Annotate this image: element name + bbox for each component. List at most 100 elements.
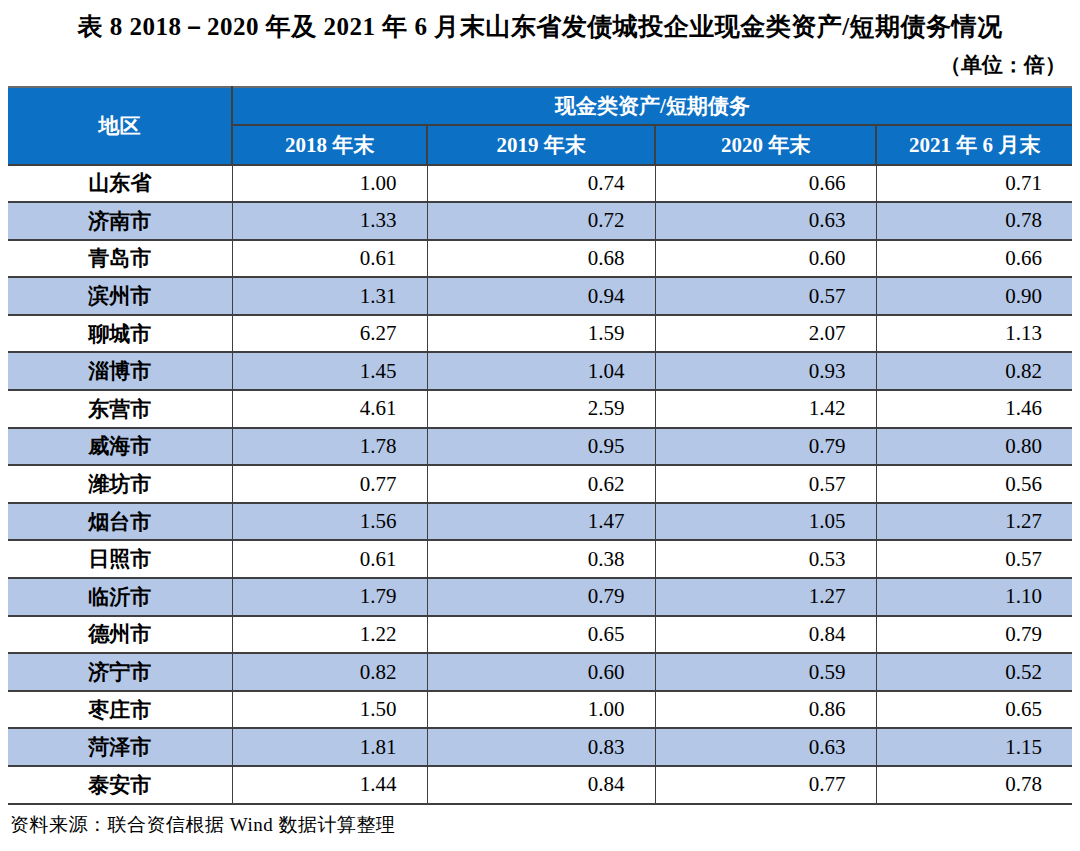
region-cell: 威海市 [8,428,232,466]
value-cell: 1.00 [232,165,427,203]
table-row: 日照市0.610.380.530.57 [8,540,1072,578]
value-cell: 0.86 [655,691,876,729]
value-cell: 1.56 [232,503,427,541]
value-cell: 0.93 [655,352,876,390]
value-cell: 0.77 [232,465,427,503]
value-cell: 1.45 [232,352,427,390]
value-cell: 0.72 [427,202,655,240]
value-cell: 0.52 [876,653,1072,691]
region-cell: 菏泽市 [8,728,232,766]
source-note: 资料来源：联合资信根据 Wind 数据计算整理 [10,812,1080,838]
table-row: 聊城市6.271.592.071.13 [8,315,1072,353]
value-cell: 1.47 [427,503,655,541]
value-cell: 0.84 [655,616,876,654]
table-row: 青岛市0.610.680.600.66 [8,240,1072,278]
value-cell: 0.90 [876,277,1072,315]
value-cell: 0.66 [876,240,1072,278]
table-row: 济宁市0.820.600.590.52 [8,653,1072,691]
value-cell: 0.38 [427,540,655,578]
region-cell: 山东省 [8,165,232,203]
value-cell: 1.27 [876,503,1072,541]
column-header-region: 地区 [8,87,232,165]
value-cell: 0.56 [876,465,1072,503]
value-cell: 0.57 [655,465,876,503]
region-cell: 淄博市 [8,352,232,390]
value-cell: 0.59 [655,653,876,691]
table-row: 临沂市1.790.791.271.10 [8,578,1072,616]
table-title: 表 8 2018－2020 年及 2021 年 6 月末山东省发债城投企业现金类… [0,0,1080,44]
region-cell: 聊城市 [8,315,232,353]
table-row: 威海市1.780.950.790.80 [8,428,1072,466]
value-cell: 6.27 [232,315,427,353]
value-cell: 1.31 [232,277,427,315]
value-cell: 0.79 [876,616,1072,654]
column-header-2019: 2019 年末 [427,125,655,165]
value-cell: 0.94 [427,277,655,315]
region-cell: 滨州市 [8,277,232,315]
value-cell: 1.44 [232,766,427,804]
column-group-header: 现金类资产/短期债务 [232,87,1072,125]
value-cell: 1.27 [655,578,876,616]
value-cell: 0.80 [876,428,1072,466]
value-cell: 1.22 [232,616,427,654]
value-cell: 1.04 [427,352,655,390]
value-cell: 1.00 [427,691,655,729]
value-cell: 0.62 [427,465,655,503]
region-cell: 德州市 [8,616,232,654]
region-cell: 日照市 [8,540,232,578]
table-header: 地区 现金类资产/短期债务 2018 年末 2019 年末 2020 年末 20… [8,87,1072,165]
table-row: 潍坊市0.770.620.570.56 [8,465,1072,503]
table-row: 菏泽市1.810.830.631.15 [8,728,1072,766]
value-cell: 0.68 [427,240,655,278]
value-cell: 0.71 [876,165,1072,203]
value-cell: 0.84 [427,766,655,804]
table-row: 淄博市1.451.040.930.82 [8,352,1072,390]
value-cell: 0.79 [427,578,655,616]
column-header-2021h1: 2021 年 6 月末 [876,125,1072,165]
table-row: 德州市1.220.650.840.79 [8,616,1072,654]
value-cell: 0.78 [876,766,1072,804]
cash-assets-table: 地区 现金类资产/短期债务 2018 年末 2019 年末 2020 年末 20… [8,86,1072,805]
table-row: 东营市4.612.591.421.46 [8,390,1072,428]
table-row: 枣庄市1.501.000.860.65 [8,691,1072,729]
value-cell: 0.61 [232,240,427,278]
table-row: 滨州市1.310.940.570.90 [8,277,1072,315]
value-cell: 1.46 [876,390,1072,428]
region-cell: 枣庄市 [8,691,232,729]
value-cell: 1.42 [655,390,876,428]
header-row-group: 地区 现金类资产/短期债务 [8,87,1072,125]
value-cell: 2.07 [655,315,876,353]
table-row: 山东省1.000.740.660.71 [8,165,1072,203]
region-cell: 东营市 [8,390,232,428]
table-row: 烟台市1.561.471.051.27 [8,503,1072,541]
table-row: 济南市1.330.720.630.78 [8,202,1072,240]
column-header-2018: 2018 年末 [232,125,427,165]
region-cell: 泰安市 [8,766,232,804]
value-cell: 1.81 [232,728,427,766]
region-cell: 青岛市 [8,240,232,278]
value-cell: 0.82 [876,352,1072,390]
value-cell: 0.57 [876,540,1072,578]
value-cell: 1.10 [876,578,1072,616]
value-cell: 0.74 [427,165,655,203]
value-cell: 0.95 [427,428,655,466]
table-row: 泰安市1.440.840.770.78 [8,766,1072,804]
value-cell: 1.50 [232,691,427,729]
value-cell: 0.83 [427,728,655,766]
value-cell: 0.60 [655,240,876,278]
value-cell: 0.79 [655,428,876,466]
document-page: 表 8 2018－2020 年及 2021 年 6 月末山东省发债城投企业现金类… [0,0,1080,851]
value-cell: 0.53 [655,540,876,578]
unit-label: （单位：倍） [0,51,1080,79]
region-cell: 济宁市 [8,653,232,691]
value-cell: 0.77 [655,766,876,804]
value-cell: 0.65 [876,691,1072,729]
region-cell: 济南市 [8,202,232,240]
value-cell: 1.05 [655,503,876,541]
value-cell: 1.13 [876,315,1072,353]
value-cell: 0.63 [655,202,876,240]
value-cell: 0.61 [232,540,427,578]
value-cell: 1.78 [232,428,427,466]
column-header-2020: 2020 年末 [655,125,876,165]
value-cell: 1.33 [232,202,427,240]
